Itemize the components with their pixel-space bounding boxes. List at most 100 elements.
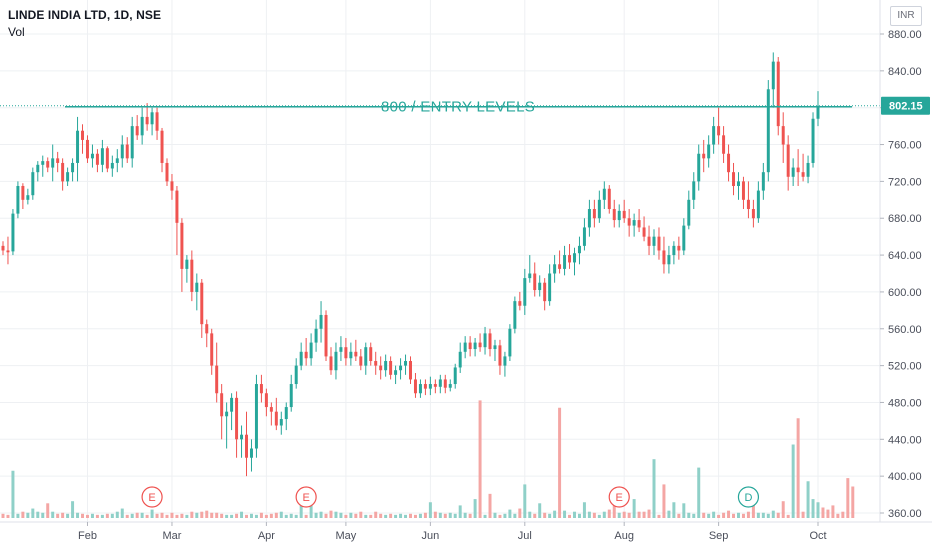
candle [294,358,298,389]
candle [41,155,45,177]
candle [443,374,447,394]
volume-bar [746,511,750,518]
candle-body [478,342,482,348]
volume-bar [607,509,611,518]
candle [150,107,154,136]
symbol-title[interactable]: LINDE INDIA LTD, 1D, NSE [8,8,162,22]
volume-bar [458,505,462,518]
price-tick-label: 360.00 [888,508,922,520]
candle [71,158,75,182]
candle [220,384,224,440]
candle [95,149,99,173]
candle-body [577,245,581,254]
price-tick-label: 400.00 [888,471,922,483]
candle [81,124,85,154]
marker-label: E [302,492,309,504]
volume-bar [563,510,567,518]
candle-body [215,365,219,394]
time-axis[interactable]: Feb Mar Apr May Jun Jul Aug Sep Oct [0,521,932,542]
candle-body [235,397,239,440]
candle [304,337,308,366]
currency-label[interactable]: INR [890,6,922,26]
candle-body [304,351,308,359]
candle-body [563,255,567,269]
volume-bar [56,513,60,518]
volume-bar [31,508,35,518]
time-tick-label: Feb [78,530,97,542]
candle-body [528,273,532,279]
candle [602,181,606,210]
volume-bar [826,509,830,518]
candle [781,112,785,163]
candle [418,379,422,398]
candle-body [458,351,462,368]
candle-body [90,153,94,159]
volume-bar [811,499,815,518]
price-tick-label: 560.00 [888,324,922,336]
volume-bar [389,513,393,518]
candle [652,229,656,256]
volume-bar [240,511,244,518]
candle [130,116,134,168]
candle-body [130,126,134,159]
price-axis[interactable]: 360.00 400.00 440.00 480.00 520.00 560.00 600.… [879,0,932,550]
candle-body [543,282,547,302]
volume-bar [314,512,318,518]
candle-body [264,393,268,408]
volume-bar [523,484,527,518]
volume-bar [304,514,308,518]
candle-body [364,347,368,366]
volume-bar [841,511,845,518]
candle-body [61,162,65,182]
candle-body [399,365,403,371]
candle [597,190,601,223]
entry-level-label: 800 / ENTRY LEVELS [381,99,535,116]
time-tick-label: Apr [258,530,275,542]
candle [622,199,626,223]
volume-bar [384,514,388,518]
volume-bar [264,514,268,518]
volume-bar [379,513,383,518]
candle-body [66,172,70,182]
volume-bar [130,513,134,518]
volume-bar [374,511,378,518]
candle-body [617,210,621,221]
volume-bar [687,512,691,518]
volume-bar [712,511,716,518]
candle [205,319,209,348]
volume-bar [21,511,25,518]
volume-bar [771,510,775,518]
candle-body [533,273,537,291]
candle-body [384,361,388,371]
candle [76,116,80,182]
volume-bar [36,511,40,518]
candle-body [538,282,542,291]
candle-body [125,144,129,159]
volume-bar [254,514,258,518]
volume-bar [597,514,601,518]
candle [1,241,5,256]
candle-body [369,347,373,362]
volume-bar [553,510,557,518]
volume-bar [568,514,572,518]
candle-body [85,139,89,159]
candle-body [498,345,502,366]
candle-body [71,162,75,173]
volume-bar [329,510,333,518]
candle-body [463,342,467,352]
volume-bar [498,514,502,518]
volume-legend-label[interactable]: Vol [8,25,25,39]
volume-bar [493,512,497,518]
candle [493,339,497,362]
entry-level-line[interactable]: 800 / ENTRY LEVELS [0,99,880,116]
candle [160,127,164,173]
volume-bar [766,513,770,518]
candle [230,393,234,431]
candle-body [746,199,750,210]
candle [155,107,159,140]
volume-bar [677,513,681,518]
candle-body [210,333,214,366]
candle [115,149,119,173]
candle-body [404,361,408,366]
